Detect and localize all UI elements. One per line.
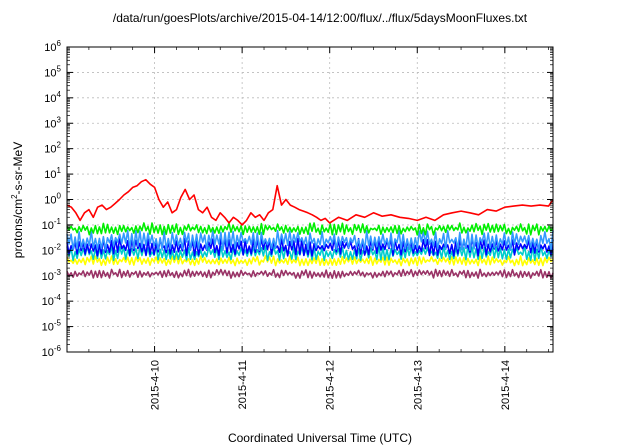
y-tick-label: 104 [44,90,61,105]
series-line-1 [66,222,554,236]
y-tick-label: 105 [44,64,61,79]
x-tick-label: 2015-4-10 [150,360,162,410]
y-tick-label: 101 [44,166,61,181]
y-tick-label: 10-3 [42,268,62,283]
y-tick-label: 10-4 [42,293,62,308]
y-axis-label-main: protons/cm [11,199,25,258]
series-line-2 [66,229,554,252]
series-line-5 [66,255,554,267]
y-tick-label: 106 [44,39,61,54]
x-tick-label: 2015-4-12 [325,360,337,410]
y-axis-label-rest: -s-sr-MeV [11,142,25,195]
y-tick-label: 10-2 [42,242,62,257]
x-tick-label: 2015-4-13 [412,360,424,410]
y-tick-label: 10-1 [42,217,62,232]
series-line-4 [66,245,554,262]
y-tick-label: 103 [44,115,61,130]
chart-title: /data/run/goesPlots/archive/2015-04-14/1… [113,11,528,25]
y-axis-label: protons/cm2-s-sr-MeV [10,142,25,258]
y-tick-label: 10-6 [42,344,62,359]
x-axis: 2015-4-10 2015-4-11 2015-4-12 2015-4-13 2015… [88,47,549,410]
series-line-0 [66,178,554,226]
y-axis: 106 105 104 103 102 101 100 10-1 10-2 10-3 10-4 10-… [42,39,553,359]
x-tick-label: 2015-4-14 [500,360,512,410]
x-tick-label: 2015-4-11 [237,360,249,409]
y-tick-label: 10-5 [42,319,62,334]
y-tick-label: 100 [44,192,61,207]
y-tick-label: 102 [44,141,61,156]
x-axis-label: Coordinated Universal Time (UTC) [228,431,412,445]
series-line-6 [66,268,554,279]
grid [67,47,553,352]
plot-frame [66,46,554,353]
series-layer [66,178,554,279]
y-axis-label-sup: 2 [10,194,19,199]
